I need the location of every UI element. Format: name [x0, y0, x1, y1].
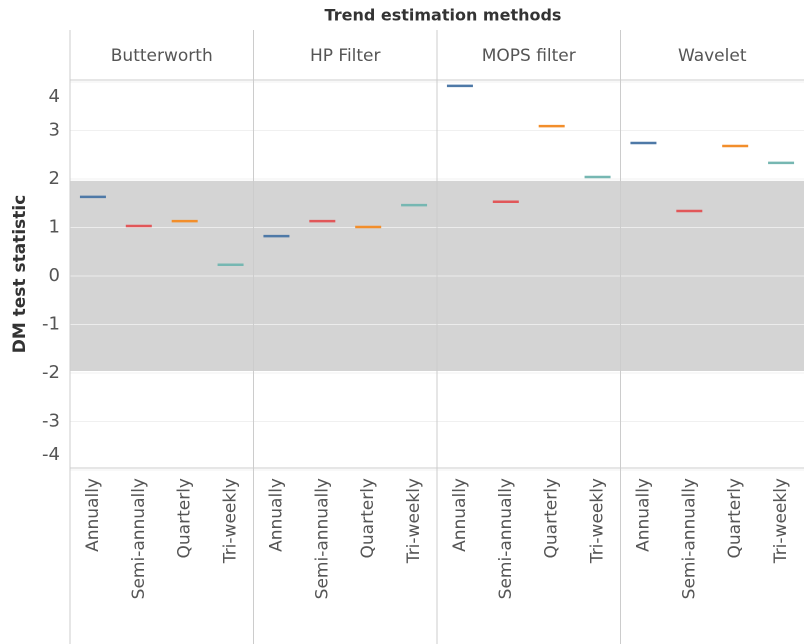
x-tick-label: Annually: [633, 478, 653, 552]
x-tick-label: Quarterly: [175, 478, 195, 558]
x-tick-label: Semi-annually: [129, 478, 149, 599]
facet-header: Wavelet: [678, 46, 747, 66]
x-tick-label: Annually: [83, 478, 103, 552]
x-tick-label: Semi-annually: [496, 478, 516, 599]
y-tick-label: -2: [42, 362, 60, 383]
y-axis-title: DM test statistic: [10, 195, 30, 354]
x-tick-label: Quarterly: [358, 478, 378, 558]
facet-title: Trend estimation methods: [325, 6, 562, 25]
x-tick-label: Quarterly: [542, 478, 562, 558]
y-tick-label: -1: [42, 313, 60, 334]
y-tick-label: -4: [42, 444, 60, 465]
x-tick-label: Tri-weekly: [221, 478, 241, 564]
y-tick-label: 4: [49, 86, 60, 107]
y-tick-label: 0: [49, 265, 60, 286]
x-tick-label: Annually: [266, 478, 286, 552]
facet-header: MOPS filter: [482, 46, 576, 66]
y-tick-label: 3: [49, 119, 60, 140]
facet-header: HP Filter: [310, 46, 381, 66]
y-tick-label: 2: [49, 168, 60, 189]
x-tick-label: Tri-weekly: [588, 478, 608, 564]
x-tick-label: Tri-weekly: [771, 478, 791, 564]
x-tick-label: Quarterly: [725, 478, 745, 558]
x-tick-label: Semi-annually: [312, 478, 332, 599]
facet-header: Butterworth: [111, 46, 213, 66]
y-tick-label: -3: [42, 410, 60, 431]
x-tick-label: Tri-weekly: [404, 478, 424, 564]
x-tick-label: Annually: [450, 478, 470, 552]
y-tick-label: 1: [49, 216, 60, 237]
x-tick-label: Semi-annually: [679, 478, 699, 599]
